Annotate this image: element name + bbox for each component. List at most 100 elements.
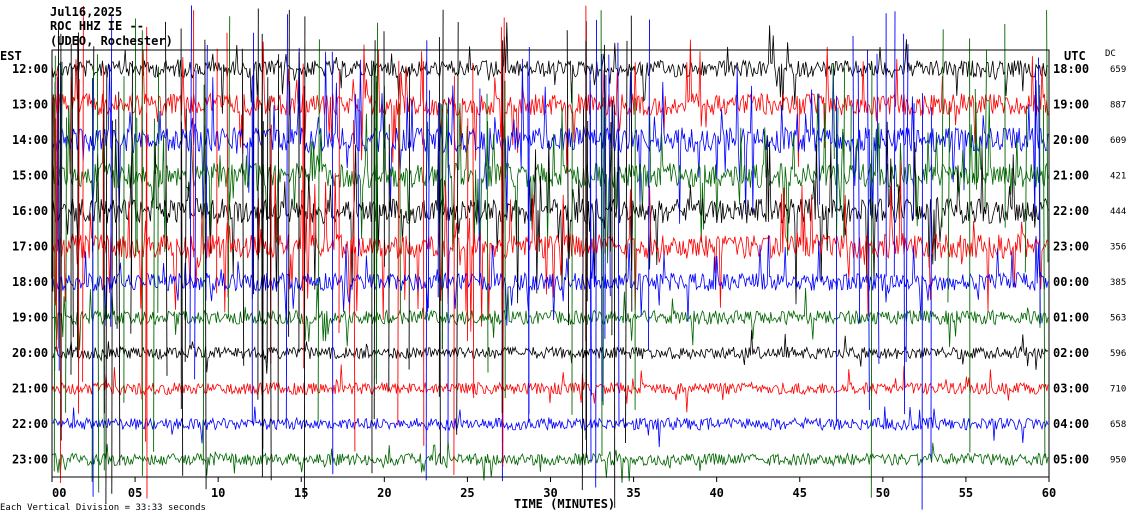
event-spike	[204, 39, 207, 490]
trace-line	[51, 47, 1049, 225]
est-time-label: 13:00	[12, 98, 48, 112]
utc-time-label: 02:00	[1053, 346, 1089, 360]
event-spike	[118, 91, 121, 466]
event-spike	[189, 5, 192, 344]
event-spike	[486, 93, 489, 373]
event-spike	[285, 14, 288, 429]
event-spike	[302, 63, 304, 292]
x-tick-label: 50	[876, 486, 890, 500]
event-spike	[103, 109, 105, 414]
x-tick-label: 60	[1042, 486, 1056, 500]
trace-line	[51, 121, 1049, 305]
event-spike	[604, 74, 607, 339]
event-spike	[974, 88, 978, 190]
event-spike	[111, 120, 113, 494]
event-spike	[184, 108, 187, 362]
event-spike	[194, 70, 197, 380]
header-location: (UDEO, Rochester)	[50, 34, 173, 48]
event-spike	[115, 119, 118, 329]
event-spike	[453, 76, 455, 475]
event-spike	[425, 40, 428, 481]
event-spike	[408, 66, 411, 370]
est-time-label: 12:00	[12, 62, 48, 76]
event-spike	[447, 97, 449, 444]
event-spike	[388, 124, 390, 391]
trace-line	[51, 22, 1049, 114]
est-time-label: 23:00	[12, 453, 48, 467]
utc-axis-title: UTC	[1064, 49, 1086, 63]
event-spike	[56, 77, 59, 252]
event-spike	[373, 40, 376, 420]
x-tick-label: 20	[377, 486, 391, 500]
event-spike	[589, 66, 592, 463]
trace-line	[51, 283, 1049, 351]
event-spike	[608, 54, 611, 297]
event-spike	[903, 33, 906, 415]
event-spike	[1038, 57, 1041, 324]
event-spike	[181, 121, 184, 476]
event-spike	[852, 35, 855, 283]
est-time-label: 17:00	[12, 240, 48, 254]
event-spike	[92, 77, 94, 497]
dc-offset-label: 950	[1110, 456, 1126, 466]
event-spike	[353, 120, 356, 452]
est-time-label: 14:00	[12, 133, 48, 147]
x-tick-label: 30	[543, 486, 557, 500]
event-spike	[441, 104, 443, 346]
event-spike	[71, 67, 74, 338]
event-spike	[331, 51, 334, 475]
dc-labels: 659 887 609 421 444 356 385 563 596 710 658 950	[1110, 65, 1126, 466]
event-spike	[502, 17, 505, 467]
event-spike	[277, 54, 280, 422]
utc-time-label: 23:00	[1053, 240, 1089, 254]
x-axis-ticks: 00 05 10 15 20 25 30 35 40 45 50 55 60	[51, 477, 1056, 500]
event-spike	[55, 69, 58, 352]
event-spike	[96, 54, 100, 493]
x-tick-label: 35	[626, 486, 640, 500]
event-spike	[357, 98, 359, 257]
event-spike	[241, 48, 245, 366]
x-tick-label: 15	[294, 486, 308, 500]
utc-time-label: 01:00	[1053, 311, 1089, 325]
event-spike	[581, 109, 584, 491]
dc-offset-label: 356	[1110, 243, 1126, 253]
event-spike	[227, 16, 231, 317]
event-spike	[251, 32, 255, 300]
est-time-label: 20:00	[12, 346, 48, 360]
event-spike	[288, 9, 290, 337]
dc-offset-label: 563	[1110, 314, 1126, 324]
utc-time-label: 20:00	[1053, 133, 1089, 147]
est-time-label: 19:00	[12, 311, 48, 325]
event-spike	[399, 103, 401, 313]
dc-offset-label: 609	[1110, 136, 1126, 146]
event-spike	[843, 67, 845, 238]
event-spike	[893, 11, 896, 277]
trace-line	[51, 440, 1049, 483]
event-spike	[205, 44, 208, 301]
est-time-label: 22:00	[12, 417, 48, 431]
utc-time-label: 18:00	[1053, 62, 1089, 76]
trace-line	[51, 162, 1049, 332]
event-spike	[500, 27, 503, 310]
event-spike	[609, 122, 612, 252]
event-spike	[58, 61, 62, 371]
trace-line	[51, 364, 1049, 413]
event-spike	[527, 71, 530, 414]
event-spike	[266, 77, 269, 364]
x-tick-label: 40	[709, 486, 723, 500]
event-spike	[941, 29, 944, 228]
event-spike	[77, 79, 80, 341]
utc-labels: 18:00 19:00 20:00 21:00 22:00 23:00 00:00 01:00…	[1053, 62, 1089, 467]
x-tick-label: 05	[128, 486, 142, 500]
est-time-label: 16:00	[12, 204, 48, 218]
event-spike	[1024, 106, 1028, 273]
dc-column-title: DC	[1105, 49, 1116, 59]
event-spike	[1034, 70, 1037, 180]
event-spike	[818, 93, 820, 205]
event-spike	[617, 42, 620, 427]
event-spike	[317, 39, 320, 423]
event-spike	[1042, 104, 1046, 459]
utc-time-label: 19:00	[1053, 98, 1089, 112]
dc-offset-label: 710	[1110, 385, 1126, 395]
event-spike	[912, 103, 915, 220]
